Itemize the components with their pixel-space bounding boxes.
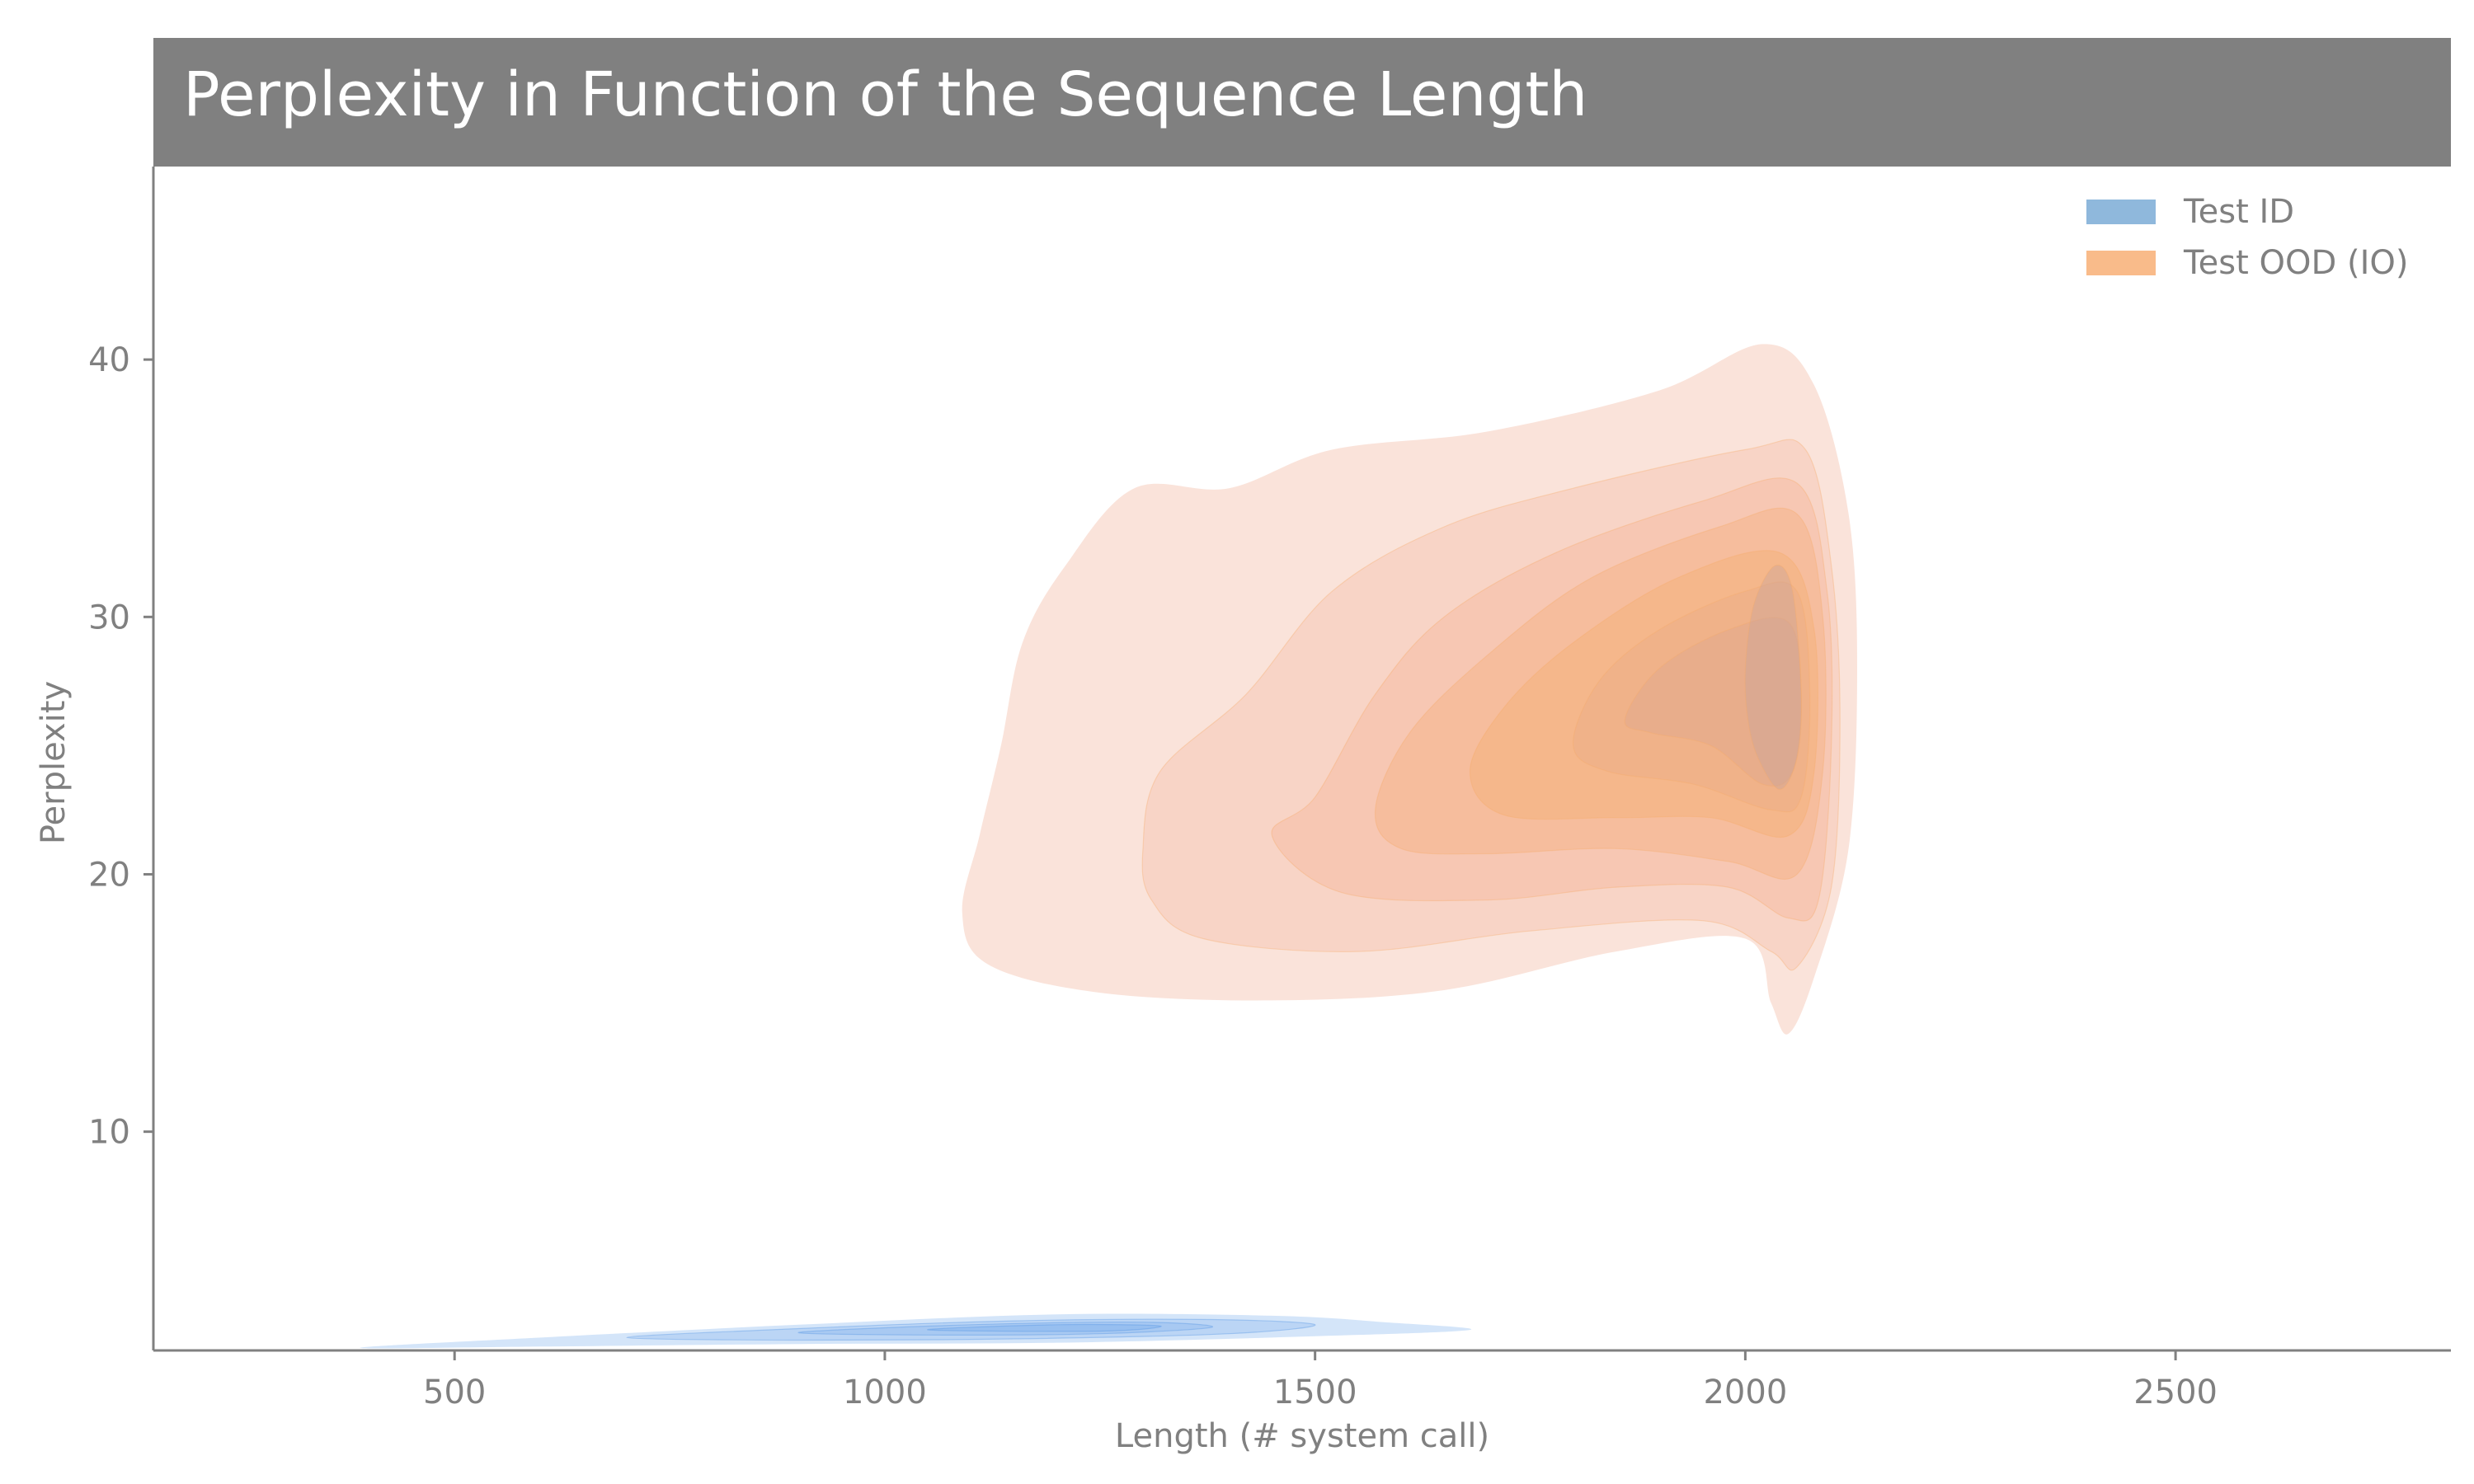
chart-title: Perplexity in Function of the Sequence L… (183, 59, 1587, 130)
y-axis-label: Perplexity (35, 681, 73, 844)
contour-layer (360, 344, 1857, 1349)
test-ood-density-level-7 (1624, 617, 1802, 787)
x-tick-label: 500 (423, 1374, 486, 1411)
legend-label-test-id: Test ID (2183, 193, 2294, 231)
test-id-density-level-4 (927, 1323, 1162, 1332)
test-id-density-level-1 (360, 1313, 1472, 1349)
legend-swatch-test-id (2086, 200, 2156, 224)
y-tick-label: 30 (88, 599, 130, 636)
x-tick-label: 1000 (843, 1374, 927, 1411)
test-ood-density-level-8 (1744, 564, 1803, 791)
x-tick-label: 2000 (1703, 1374, 1787, 1411)
legend: Test ID Test OOD (IO) (2086, 193, 2408, 282)
x-ticks: 500 1000 1500 2000 2500 (423, 1350, 2218, 1411)
test-ood-density-level-3 (1271, 477, 1833, 922)
test-ood-density-level-6 (1573, 581, 1811, 813)
x-tick-label: 1500 (1273, 1374, 1357, 1411)
y-tick-label: 10 (88, 1114, 130, 1152)
x-tick-label: 2500 (2133, 1374, 2218, 1411)
test-ood-density-level-2 (1141, 439, 1841, 971)
y-ticks: 10 20 30 40 (88, 341, 153, 1152)
title-banner (153, 38, 2451, 167)
legend-label-test-ood: Test OOD (IO) (2183, 244, 2408, 282)
x-axis-label: Length (# system call) (1115, 1417, 1489, 1455)
test-ood-density-level-4 (1374, 507, 1827, 880)
y-tick-label: 20 (88, 856, 130, 894)
test-id-density-level-3 (797, 1321, 1214, 1336)
test-id-density-level-2 (626, 1318, 1316, 1341)
test-ood-density-level-1 (962, 344, 1857, 1035)
y-tick-label: 40 (88, 341, 130, 379)
test-ood-density-level-5 (1469, 550, 1819, 838)
legend-swatch-test-ood (2086, 251, 2156, 275)
